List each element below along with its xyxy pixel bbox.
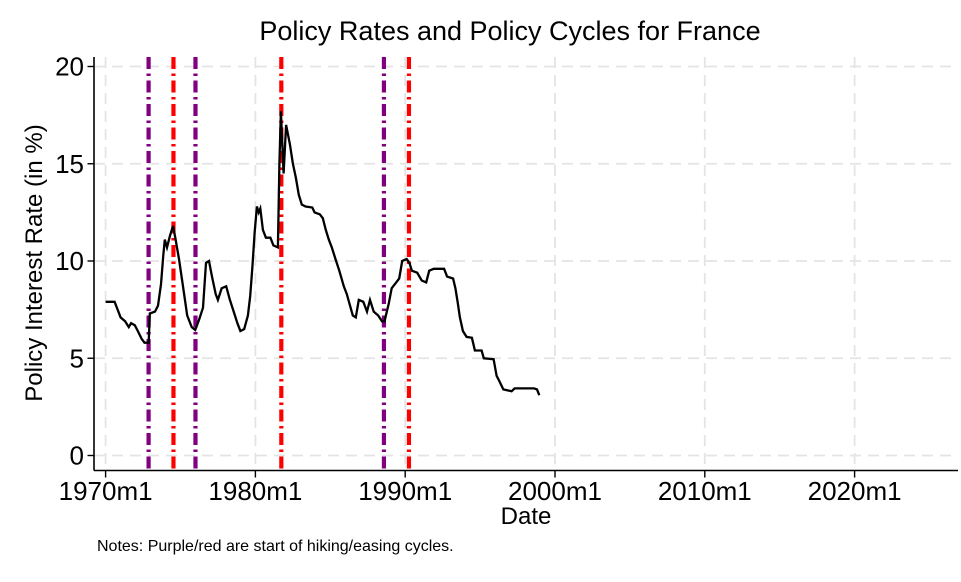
gridlines [94, 57, 958, 471]
y-tick-label: 15 [55, 149, 84, 179]
chart-title: Policy Rates and Policy Cycles for Franc… [259, 16, 760, 46]
x-tick-label: 2010m1 [658, 476, 752, 506]
x-axis-label: Date [501, 503, 552, 530]
x-tick-label: 1980m1 [208, 476, 302, 506]
x-tick-label: 1990m1 [358, 476, 452, 506]
y-tick-label: 0 [70, 441, 84, 471]
x-tick-label: 2000m1 [508, 476, 602, 506]
series-polyline [105, 111, 541, 396]
axes [87, 57, 958, 478]
y-tick-label: 5 [70, 343, 84, 373]
cycle-start-lines [146, 57, 412, 471]
tick-labels: 0 5 10 15 20 1970m1 1980m1 1990m1 2000m1 2010m1 20… [55, 52, 902, 507]
x-tick-label: 1970m1 [59, 476, 153, 506]
y-tick-label: 20 [55, 52, 84, 82]
policy-rate-line [105, 111, 541, 396]
x-tick-label: 2020m1 [808, 476, 902, 506]
y-axis-label: Policy Interest Rate (in %) [21, 124, 48, 401]
notes-text: Notes: Purple/red are start of hiking/ea… [97, 538, 454, 555]
y-tick-label: 10 [55, 246, 84, 276]
